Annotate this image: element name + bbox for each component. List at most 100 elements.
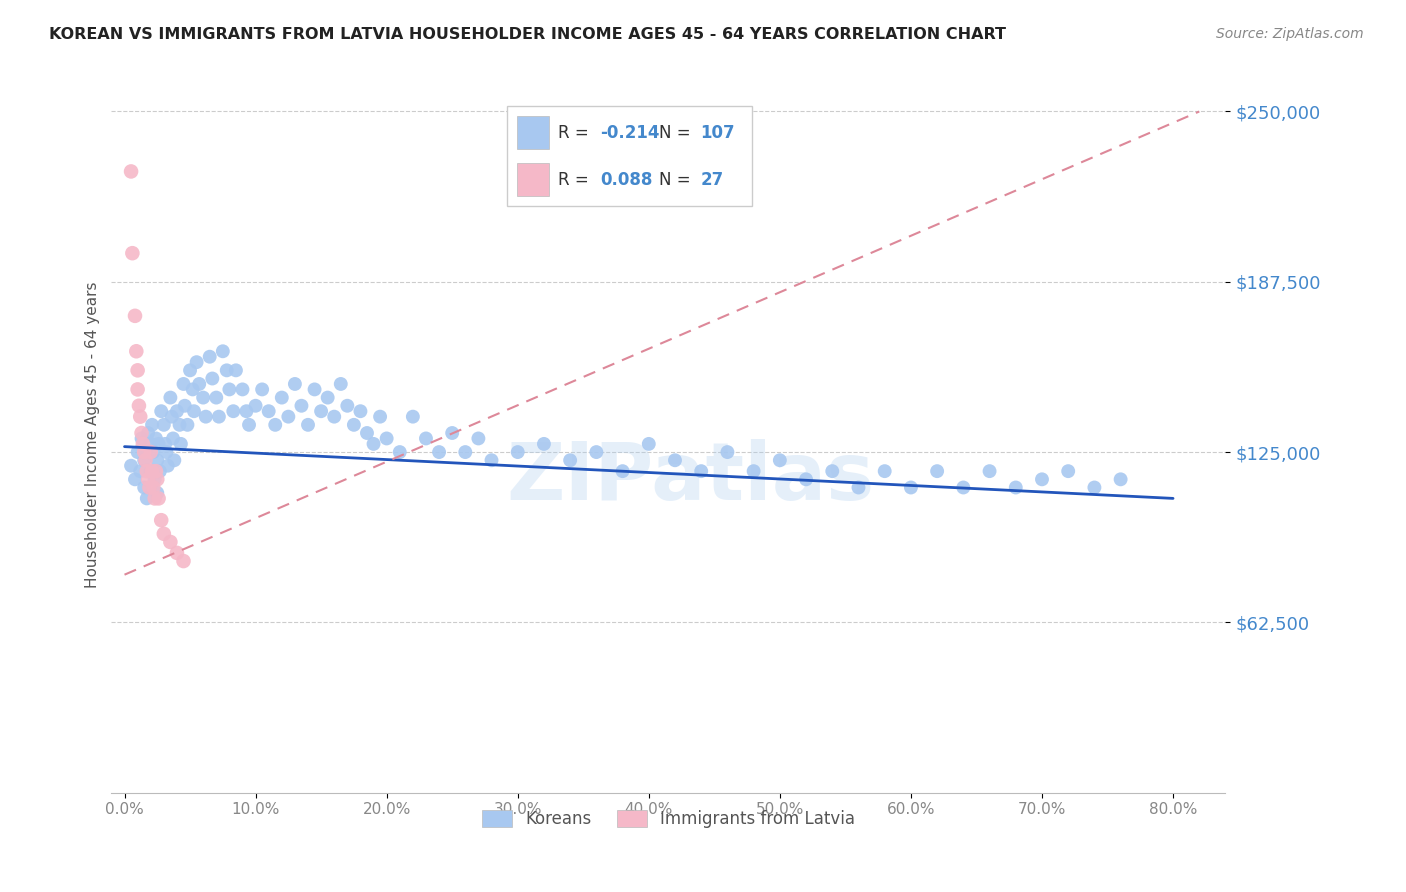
Point	[142, 481, 165, 495]
Point	[135, 491, 157, 506]
Point	[127, 383, 149, 397]
Point	[368, 409, 391, 424]
Point	[173, 399, 195, 413]
Point	[264, 417, 287, 432]
Point	[316, 391, 339, 405]
Point	[664, 453, 686, 467]
Point	[139, 437, 162, 451]
Point	[375, 432, 398, 446]
Point	[388, 445, 411, 459]
Point	[124, 309, 146, 323]
Point	[150, 404, 173, 418]
Point	[1109, 472, 1132, 486]
Point	[415, 432, 437, 446]
Y-axis label: Householder Income Ages 45 - 64 years: Householder Income Ages 45 - 64 years	[86, 282, 100, 589]
Point	[125, 344, 148, 359]
Point	[250, 383, 273, 397]
Point	[124, 472, 146, 486]
Point	[134, 445, 156, 459]
Text: KOREAN VS IMMIGRANTS FROM LATVIA HOUSEHOLDER INCOME AGES 45 - 64 YEARS CORRELATI: KOREAN VS IMMIGRANTS FROM LATVIA HOUSEHO…	[49, 27, 1007, 42]
Point	[927, 464, 949, 478]
Point	[159, 391, 181, 405]
Text: Source: ZipAtlas.com: Source: ZipAtlas.com	[1216, 27, 1364, 41]
Point	[183, 404, 205, 418]
Point	[690, 464, 713, 478]
Point	[769, 453, 792, 467]
Point	[297, 417, 319, 432]
Point	[169, 417, 191, 432]
Point	[153, 437, 176, 451]
Point	[218, 383, 240, 397]
Point	[304, 383, 326, 397]
Point	[506, 445, 529, 459]
Point	[238, 417, 260, 432]
Point	[163, 453, 186, 467]
Point	[1083, 481, 1105, 495]
Point	[231, 383, 253, 397]
Point	[173, 376, 195, 391]
Point	[215, 363, 238, 377]
Point	[143, 472, 166, 486]
Point	[145, 432, 167, 446]
Point	[454, 445, 477, 459]
Point	[145, 464, 167, 478]
Point	[134, 453, 156, 467]
Point	[156, 458, 179, 473]
Point	[120, 458, 142, 473]
Point	[284, 376, 307, 391]
Point	[363, 437, 385, 451]
Point	[637, 437, 659, 451]
Point	[160, 409, 183, 424]
Point	[402, 409, 425, 424]
Point	[141, 417, 163, 432]
Point	[821, 464, 844, 478]
Point	[142, 445, 165, 459]
Point	[148, 437, 170, 451]
Point	[201, 371, 224, 385]
Point	[481, 453, 503, 467]
Point	[245, 399, 267, 413]
Point	[148, 491, 170, 506]
Point	[533, 437, 555, 451]
Point	[356, 425, 378, 440]
Point	[127, 363, 149, 377]
Point	[205, 391, 228, 405]
Point	[150, 513, 173, 527]
Point	[139, 464, 162, 478]
Point	[309, 404, 332, 418]
Point	[170, 437, 193, 451]
Point	[146, 472, 169, 486]
Point	[225, 363, 247, 377]
Point	[191, 391, 214, 405]
Point	[166, 546, 188, 560]
Point	[153, 526, 176, 541]
Point	[131, 432, 153, 446]
Point	[129, 409, 152, 424]
Point	[131, 425, 153, 440]
Point	[208, 409, 231, 424]
Point	[343, 417, 366, 432]
Point	[979, 464, 1001, 478]
Point	[120, 164, 142, 178]
Point	[136, 472, 159, 486]
Point	[121, 246, 143, 260]
Point	[198, 350, 221, 364]
Point	[349, 404, 371, 418]
Point	[441, 425, 464, 440]
Point	[290, 399, 312, 413]
Point	[427, 445, 450, 459]
Point	[139, 445, 162, 459]
Point	[155, 445, 177, 459]
Legend: Koreans, Immigrants from Latvia: Koreans, Immigrants from Latvia	[475, 803, 862, 834]
Point	[612, 464, 634, 478]
Point	[162, 432, 184, 446]
Point	[742, 464, 765, 478]
Point	[848, 481, 870, 495]
Point	[277, 409, 299, 424]
Point	[1004, 481, 1026, 495]
Point	[181, 383, 204, 397]
Point	[560, 453, 582, 467]
Point	[336, 399, 359, 413]
Point	[127, 445, 149, 459]
Point	[900, 481, 922, 495]
